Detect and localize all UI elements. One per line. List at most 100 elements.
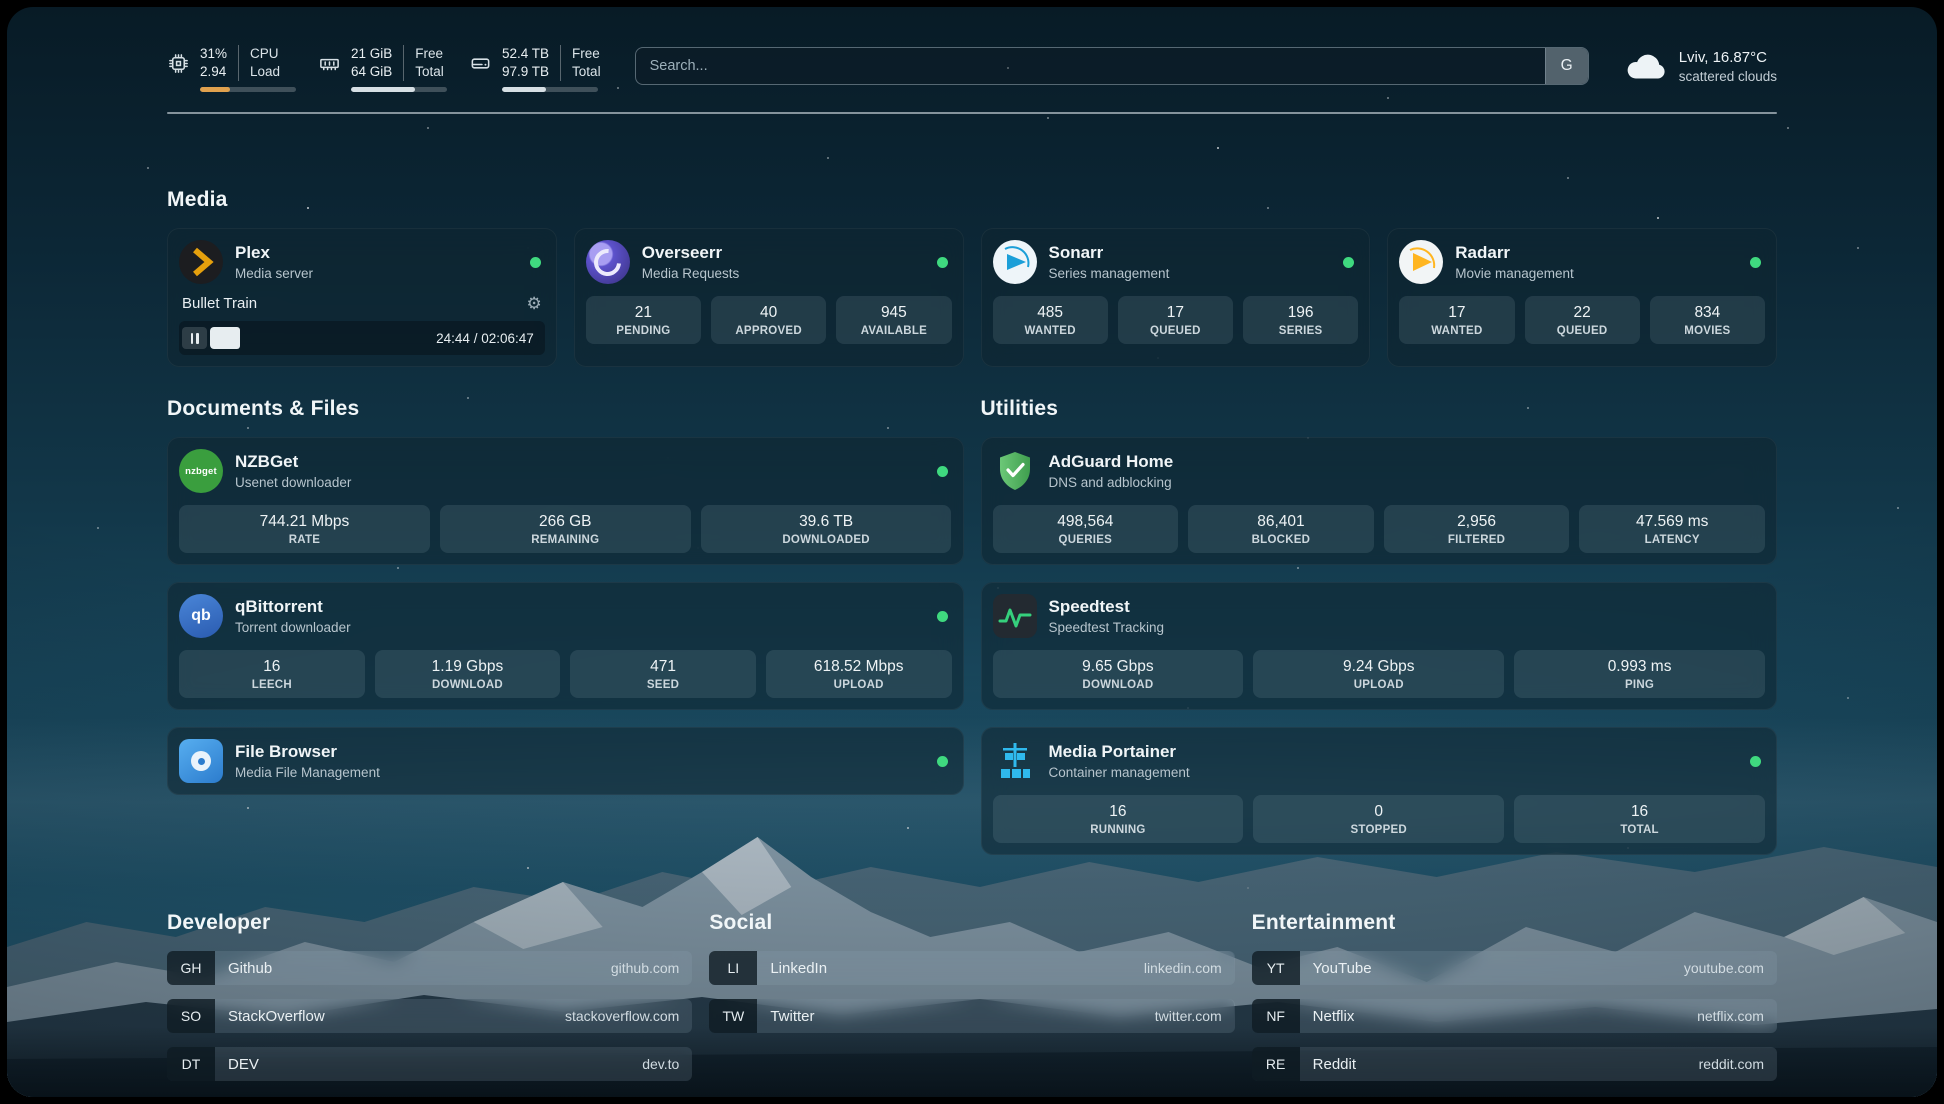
search-input[interactable] [635, 48, 1545, 84]
card-qbittorrent[interactable]: qb qBittorrent Torrent downloader 16 LEE… [167, 582, 964, 711]
card-subtitle: Torrent downloader [235, 620, 351, 636]
media-section-title: Media [167, 188, 228, 212]
stat-filtered: 2,956 FILTERED [1383, 505, 1570, 554]
pause-button[interactable] [182, 327, 207, 350]
disk-widget: 52.4 TB 97.9 TB Free Total [469, 45, 601, 93]
stat-queued: 22 QUEUED [1524, 296, 1640, 345]
stat-total: 16 TOTAL [1514, 795, 1765, 844]
card-sonarr[interactable]: Sonarr Series management 485 WANTED 17 Q… [980, 228, 1371, 368]
bookmark-netflix[interactable]: NF Netflix netflix.com [1251, 999, 1777, 1034]
card-adguard[interactable]: AdGuard Home DNS and adblocking 498,564 … [980, 437, 1777, 566]
stat-download: 1.19 Gbps DOWNLOAD [374, 650, 561, 699]
stat-leech: 16 LEECH [179, 650, 365, 699]
stat-seed: 471 SEED [570, 650, 756, 699]
stat-value: 16 [1109, 803, 1127, 821]
bookmark-abbr: DT [167, 1047, 215, 1082]
disk-icon [469, 52, 492, 75]
bookmark-group-entertainment: Entertainment YT YouTube youtube.com NF … [1251, 911, 1777, 1082]
cpu-icon [167, 52, 190, 75]
nzbget-icon-label: nzbget [185, 465, 217, 477]
status-dot [936, 256, 948, 268]
stat-label: RUNNING [1090, 824, 1146, 837]
bookmark-domain: github.com [610, 960, 680, 977]
bookmark-stackoverflow[interactable]: SO StackOverflow stackoverflow.com [167, 999, 693, 1034]
stat-value: 9.65 Gbps [1082, 658, 1154, 676]
bookmark-group-developer: Developer GH Github github.com SO StackO… [167, 911, 693, 1082]
bookmark-abbr: SO [167, 999, 215, 1034]
bookmark-name: Reddit [1312, 1055, 1357, 1073]
bookmark-abbr: LI [709, 951, 758, 986]
radarr-icon [1399, 240, 1444, 285]
stat-value: 47.569 ms [1635, 513, 1709, 531]
bookmark-group-social: Social LI LinkedIn linkedin.com TW Twitt… [709, 911, 1235, 1081]
stat-pending: 21 PENDING [585, 296, 701, 345]
playback-progress-track[interactable] [210, 327, 426, 350]
nzbget-icon: nzbget [179, 449, 223, 494]
card-overseerr[interactable]: Overseerr Media Requests 21 PENDING 40 A… [573, 228, 964, 368]
stat-label: REMAINING [531, 534, 600, 547]
bookmark-abbr: NF [1251, 999, 1300, 1034]
settings-gear-icon[interactable]: ⚙ [526, 294, 542, 314]
plex-player-bar: 24:44 / 02:06:47 [179, 321, 545, 356]
card-title: AdGuard Home [1048, 452, 1174, 472]
weather-condition: scattered clouds [1678, 69, 1777, 84]
card-title: Sonarr [1048, 243, 1104, 263]
card-subtitle: Media File Management [235, 765, 380, 781]
stat-label: QUERIES [1058, 534, 1113, 547]
stat-upload: 9.24 Gbps UPLOAD [1253, 650, 1505, 699]
stars-decor-bright [7, 7, 9, 9]
stat-available: 945 AVAILABLE [836, 296, 952, 345]
card-nzbget[interactable]: nzbget NZBGet Usenet downloader 744.21 M… [167, 437, 964, 566]
card-subtitle: Container management [1048, 765, 1190, 781]
bookmark-name: YouTube [1312, 959, 1372, 977]
memory-progress-bar [351, 87, 447, 93]
stat-value: 17 [1166, 304, 1184, 322]
card-filebrowser[interactable]: File Browser Media File Management [167, 727, 964, 796]
search-provider-button[interactable]: G [1544, 48, 1588, 84]
bookmark-linkedin[interactable]: LI LinkedIn linkedin.com [709, 951, 1235, 986]
utilities-section: Utilities [980, 397, 1777, 856]
stat-value: 266 GB [538, 513, 592, 531]
qbittorrent-icon: qb [179, 594, 223, 639]
stat-rate: 744.21 Mbps RATE [179, 505, 430, 554]
bookmark-github[interactable]: GH Github github.com [167, 951, 693, 986]
disk-total-label: Total [572, 64, 601, 80]
disk-free: 52.4 TB [502, 46, 550, 61]
bookmark-name: Netflix [1312, 1007, 1355, 1025]
bookmark-twitter[interactable]: TW Twitter twitter.com [709, 999, 1235, 1034]
stat-value: 40 [760, 304, 778, 322]
disk-progress-bar [502, 87, 598, 93]
stat-label: DOWNLOAD [431, 679, 503, 692]
memory-free: 21 GiB [351, 46, 393, 61]
card-radarr[interactable]: Radarr Movie management 17 WANTED 22 QUE… [1387, 228, 1777, 368]
developer-section-title: Developer [167, 911, 271, 935]
stat-value: 21 [634, 304, 652, 322]
dashboard-screen: 31% 2.94 CPU Load [7, 7, 1937, 1097]
stat-wanted: 485 WANTED [992, 296, 1108, 345]
card-speedtest[interactable]: Speedtest Speedtest Tracking 9.65 Gbps D… [980, 582, 1777, 711]
bookmark-youtube[interactable]: YT YouTube youtube.com [1251, 951, 1777, 986]
status-dot [529, 256, 541, 268]
stat-label: QUEUED [1556, 325, 1608, 338]
card-title: qBittorrent [235, 597, 323, 617]
card-subtitle: Media Requests [641, 266, 740, 282]
stat-download: 9.65 Gbps DOWNLOAD [992, 650, 1244, 699]
card-plex[interactable]: Plex Media server Bullet Train ⚙ [167, 228, 557, 368]
stat-ping: 0.993 ms PING [1514, 650, 1765, 699]
card-subtitle: Movie management [1455, 266, 1574, 282]
stat-label: LATENCY [1644, 534, 1700, 547]
memory-total: 64 GiB [351, 64, 393, 80]
stat-label: FILTERED [1447, 534, 1506, 547]
stat-upload: 618.52 Mbps UPLOAD [765, 650, 952, 699]
weather-location: Lviv, 16.87°C [1678, 49, 1767, 66]
card-title: Media Portainer [1048, 742, 1177, 762]
bookmark-dev[interactable]: DT DEV dev.to [167, 1047, 693, 1082]
bookmark-reddit[interactable]: RE Reddit reddit.com [1251, 1047, 1777, 1082]
stat-label: SERIES [1278, 325, 1323, 338]
bookmark-name: StackOverflow [228, 1007, 325, 1025]
top-bar: 31% 2.94 CPU Load [167, 7, 1777, 93]
card-portainer[interactable]: Media Portainer Container management 16 … [980, 727, 1777, 856]
topbar-divider [167, 112, 1777, 115]
status-dot [936, 755, 948, 767]
status-dot [936, 465, 948, 477]
